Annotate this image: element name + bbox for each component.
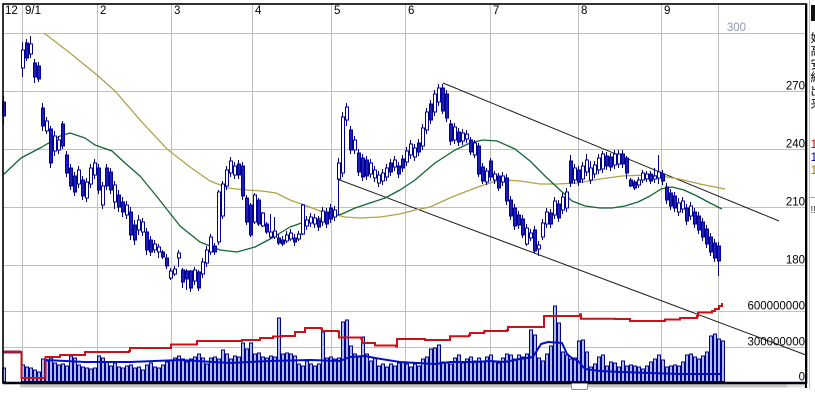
svg-text:270: 270 [786, 81, 805, 93]
svg-text:180: 180 [786, 255, 805, 267]
svg-text:8: 8 [581, 5, 587, 17]
svg-text:12: 12 [5, 5, 18, 17]
svg-text:1: 1 [811, 163, 815, 177]
svg-text:!!: !! [811, 205, 815, 216]
svg-text:来: 来 [811, 97, 815, 111]
svg-text:出: 出 [811, 84, 815, 98]
svg-text:9: 9 [664, 5, 670, 17]
svg-text:240: 240 [786, 139, 805, 151]
svg-text:3: 3 [174, 5, 180, 17]
svg-text:0: 0 [799, 372, 805, 384]
svg-text:300: 300 [727, 22, 746, 34]
svg-text:2: 2 [100, 5, 106, 17]
svg-text:7: 7 [493, 5, 499, 17]
svg-text:1: 1 [811, 150, 815, 164]
svg-text:終: 終 [811, 70, 815, 85]
svg-text:4: 4 [255, 5, 262, 17]
svg-text:1: 1 [811, 137, 815, 151]
svg-text:安: 安 [811, 56, 815, 71]
svg-text:210: 210 [786, 197, 805, 209]
svg-text:9/1: 9/1 [25, 5, 41, 17]
svg-text:始: 始 [811, 31, 815, 45]
svg-text:高: 高 [811, 43, 815, 58]
svg-text:6: 6 [408, 5, 414, 17]
svg-text:600000000: 600000000 [747, 301, 805, 313]
svg-text:300000000: 300000000 [747, 337, 805, 349]
svg-text:5: 5 [334, 5, 340, 17]
